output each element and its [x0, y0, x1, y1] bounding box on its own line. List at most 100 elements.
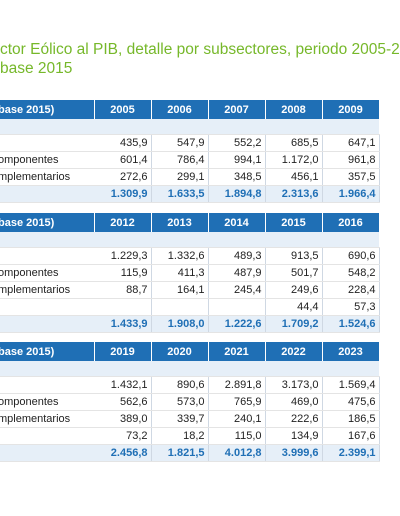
total-cell: 1.524,6: [322, 315, 380, 333]
cell: 115,9: [94, 264, 152, 282]
row-label: [0, 247, 94, 265]
cell: 685,5: [265, 134, 323, 152]
cell: 489,3: [208, 247, 266, 265]
cell: 134,9: [265, 427, 323, 445]
total-cell: 1.908,0: [151, 315, 209, 333]
cell: 2.891,8: [208, 376, 266, 394]
cell: 411,3: [151, 264, 209, 282]
row-label: mplementarios: [0, 281, 94, 299]
cell: 88,7: [94, 281, 152, 299]
year-header: 2015: [265, 213, 323, 232]
table-row: 1.432,1 890,6 2.891,8 3.173,0 1.569,4: [0, 376, 380, 394]
total-cell: 1.894,8: [208, 185, 266, 203]
cell: 573,0: [151, 393, 209, 411]
cell: 299,1: [151, 168, 209, 186]
cell: 73,2: [94, 427, 152, 445]
title-line-1: ctor Eólico al PIB, detalle por subsecto…: [0, 41, 400, 58]
blank-row: [0, 119, 379, 135]
total-cell: 1.966,4: [322, 185, 380, 203]
total-label: [0, 315, 94, 333]
cell: 552,2: [208, 134, 266, 152]
cell: 469,0: [265, 393, 323, 411]
row-label: [0, 427, 94, 445]
cell: 786,4: [151, 151, 209, 169]
blank-row: [0, 361, 379, 377]
cell: 348,5: [208, 168, 266, 186]
total-cell: 2.456,8: [94, 444, 152, 462]
cell: 44,4: [265, 298, 323, 316]
row-label: mplementarios: [0, 168, 94, 186]
cell: 245,4: [208, 281, 266, 299]
year-header: 2022: [265, 342, 323, 361]
year-header: 2007: [208, 100, 266, 119]
cell: 501,7: [265, 264, 323, 282]
cell: 186,5: [322, 410, 380, 428]
cell: 913,5: [265, 247, 323, 265]
table-row: mplementarios 88,7 164,1 245,4 249,6 228…: [0, 281, 380, 299]
cell: 3.173,0: [265, 376, 323, 394]
cell: [94, 298, 152, 316]
year-header: 2006: [151, 100, 209, 119]
cell: 167,6: [322, 427, 380, 445]
cell: 228,4: [322, 281, 380, 299]
cell: 164,1: [151, 281, 209, 299]
blank-row: [0, 232, 379, 248]
row-label: [0, 134, 94, 152]
year-header: 2014: [208, 213, 266, 232]
total-cell: 2.313,6: [265, 185, 323, 203]
year-header: 2016: [322, 213, 380, 232]
cell: 961,8: [322, 151, 380, 169]
cell: 547,9: [151, 134, 209, 152]
cell: 1.432,1: [94, 376, 152, 394]
cell: 435,9: [94, 134, 152, 152]
table-row: omponentes 601,4 786,4 994,1 1.172,0 961…: [0, 151, 380, 169]
year-header: 2020: [151, 342, 209, 361]
total-cell: 3.999,6: [265, 444, 323, 462]
cell: 487,9: [208, 264, 266, 282]
cell: 765,9: [208, 393, 266, 411]
header-label: base 2015): [0, 342, 95, 361]
row-label: [0, 376, 94, 394]
header-row: base 2015) 2005 2006 2007 2008 2009: [0, 100, 380, 119]
cell: [151, 298, 209, 316]
total-cell: 1.309,9: [94, 185, 152, 203]
year-header: 2008: [265, 100, 323, 119]
total-cell: 2.399,1: [322, 444, 380, 462]
table-row: 1.229,3 1.332,6 489,3 913,5 690,6: [0, 247, 380, 265]
cell: 357,5: [322, 168, 380, 186]
total-row: 1.433,9 1.908,0 1.222,6 1.709,2 1.524,6: [0, 315, 380, 333]
cell: 548,2: [322, 264, 380, 282]
total-cell: 1.821,5: [151, 444, 209, 462]
cell: 115,0: [208, 427, 266, 445]
cell: 57,3: [322, 298, 380, 316]
cell: 240,1: [208, 410, 266, 428]
total-cell: 4.012,8: [208, 444, 266, 462]
cell: 1.229,3: [94, 247, 152, 265]
year-header: 2013: [151, 213, 209, 232]
table-block-2005-2009: base 2015) 2005 2006 2007 2008 2009 435,…: [0, 100, 380, 203]
year-header: 2012: [94, 213, 152, 232]
cell: 272,6: [94, 168, 152, 186]
cell: 601,4: [94, 151, 152, 169]
total-cell: 1.433,9: [94, 315, 152, 333]
cell: [208, 298, 266, 316]
table-block-2019-2023: base 2015) 2019 2020 2021 2022 2023 1.43…: [0, 342, 380, 462]
header-row: base 2015) 2019 2020 2021 2022 2023: [0, 342, 380, 361]
header-label: base 2015): [0, 100, 95, 119]
year-header: 2021: [208, 342, 266, 361]
cell: 249,6: [265, 281, 323, 299]
table-row: 44,4 57,3: [0, 298, 380, 316]
row-label: omponentes: [0, 264, 94, 282]
cell: 222,6: [265, 410, 323, 428]
row-label: omponentes: [0, 393, 94, 411]
cell: 475,6: [322, 393, 380, 411]
table-row: 73,2 18,2 115,0 134,9 167,6: [0, 427, 380, 445]
table-row: omponentes 115,9 411,3 487,9 501,7 548,2: [0, 264, 380, 282]
total-row: 2.456,8 1.821,5 4.012,8 3.999,6 2.399,1: [0, 444, 380, 462]
document-title: ctor Eólico al PIB, detalle por subsecto…: [0, 40, 400, 78]
table-row: mplementarios 272,6 299,1 348,5 456,1 35…: [0, 168, 380, 186]
total-row: 1.309,9 1.633,5 1.894,8 2.313,6 1.966,4: [0, 185, 380, 203]
row-label: mplementarios: [0, 410, 94, 428]
header-row: base 2015) 2012 2013 2014 2015 2016: [0, 213, 380, 232]
year-header: 2009: [322, 100, 380, 119]
